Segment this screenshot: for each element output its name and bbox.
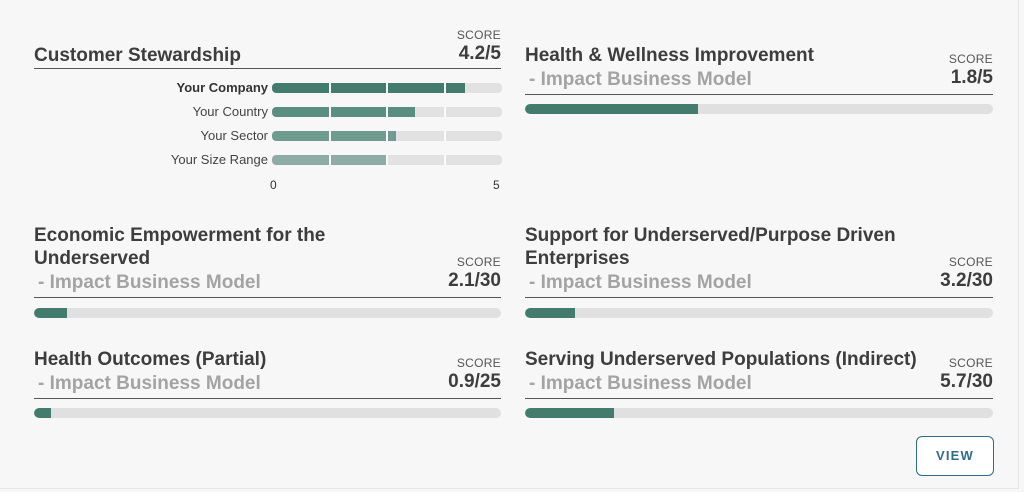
score-value: 0.9/25 (448, 371, 501, 392)
comparison-track (272, 107, 502, 117)
card-subtitle: - Impact Business Model (529, 272, 752, 293)
progress-track (525, 308, 993, 318)
card-title: Support for Underserved/Purpose Driven E… (525, 225, 896, 269)
score-block: SCORE 1.8/5 (949, 52, 993, 89)
progress-track (525, 104, 993, 114)
comparison-label: Your Sector (200, 128, 268, 143)
card-subtitle: - Impact Business Model (529, 373, 752, 394)
comparison-row-company: Your Company (34, 80, 504, 95)
comparison-row-sector: Your Sector (34, 128, 504, 143)
score-value: 3.2/30 (940, 270, 993, 291)
progress-fill (525, 104, 699, 114)
axis-max-label: 5 (493, 178, 500, 192)
score-label: SCORE (948, 52, 993, 66)
card-support-underserved: Support for Underserved/Purpose Driven E… (525, 224, 993, 320)
score-value: 4.2/5 (458, 43, 501, 64)
score-value: 1.8/5 (950, 67, 993, 88)
score-block: SCORE 2.1/30 (448, 255, 501, 292)
axis-min-label: 0 (270, 178, 277, 192)
score-label: SCORE (948, 356, 993, 370)
comparison-label: Your Country (192, 104, 268, 119)
progress-fill (525, 308, 576, 318)
grid-tick (329, 83, 331, 93)
score-label: SCORE (948, 255, 993, 269)
card-health-outcomes: Health Outcomes (Partial) - Impact Busin… (34, 348, 501, 420)
comparison-row-country: Your Country (34, 104, 504, 119)
score-block: SCORE 0.9/25 (448, 356, 501, 393)
card-economic-empowerment: Economic Empowerment for the Underserved… (34, 224, 501, 320)
card-health-wellness: Health & Wellness Improvement - Impact B… (525, 44, 993, 116)
progress-track (34, 408, 501, 418)
grid-tick (386, 107, 388, 117)
score-block: SCORE 5.7/30 (940, 356, 993, 393)
grid-tick (386, 131, 388, 141)
score-label: SCORE (456, 28, 501, 42)
comparison-row-size-range: Your Size Range (34, 152, 504, 167)
score-block: SCORE 3.2/30 (940, 255, 993, 292)
comparison-bar (272, 107, 415, 117)
card-customer-stewardship: Customer Stewardship SCORE 4.2/5 Your Co… (34, 28, 504, 193)
progress-fill (34, 308, 67, 318)
comparison-bar (272, 83, 466, 93)
progress-fill (525, 408, 614, 418)
comparison-track (272, 155, 502, 165)
grid-tick (444, 131, 446, 141)
grid-tick (444, 107, 446, 117)
grid-tick (444, 155, 446, 165)
score-value: 5.7/30 (940, 371, 993, 392)
grid-tick (386, 155, 388, 165)
score-block: SCORE 4.2/5 (457, 28, 501, 65)
score-label: SCORE (456, 356, 501, 370)
grid-tick (329, 131, 331, 141)
card-subtitle: - Impact Business Model (38, 272, 261, 293)
grid-tick (444, 83, 446, 93)
comparison-label: Your Size Range (170, 152, 268, 167)
score-value: 2.1/30 (448, 270, 501, 291)
progress-track (34, 308, 501, 318)
divider (34, 398, 501, 399)
comparison-bar (272, 131, 397, 141)
divider (34, 297, 501, 298)
progress-fill (34, 408, 51, 418)
divider (34, 68, 501, 69)
card-subtitle: - Impact Business Model (529, 69, 752, 90)
card-serving-underserved: Serving Underserved Populations (Indirec… (525, 348, 993, 420)
card-title: Serving Underserved Populations (Indirec… (525, 349, 917, 370)
comparison-label: Your Company (176, 80, 269, 95)
score-label: SCORE (456, 255, 501, 269)
card-title: Health Outcomes (Partial) (34, 349, 267, 370)
card-title: Economic Empowerment for the Underserved (34, 225, 326, 269)
comparison-track (272, 131, 502, 141)
divider (525, 94, 993, 95)
grid-tick (386, 83, 388, 93)
divider (525, 297, 993, 298)
divider (525, 398, 993, 399)
progress-track (525, 408, 993, 418)
card-subtitle: - Impact Business Model (38, 373, 261, 394)
comparison-track (272, 83, 502, 93)
card-title: Health & Wellness Improvement (525, 45, 814, 66)
card-title: Customer Stewardship (34, 45, 241, 66)
view-button[interactable]: VIEW (916, 436, 994, 476)
grid-tick (329, 107, 331, 117)
grid-tick (329, 155, 331, 165)
